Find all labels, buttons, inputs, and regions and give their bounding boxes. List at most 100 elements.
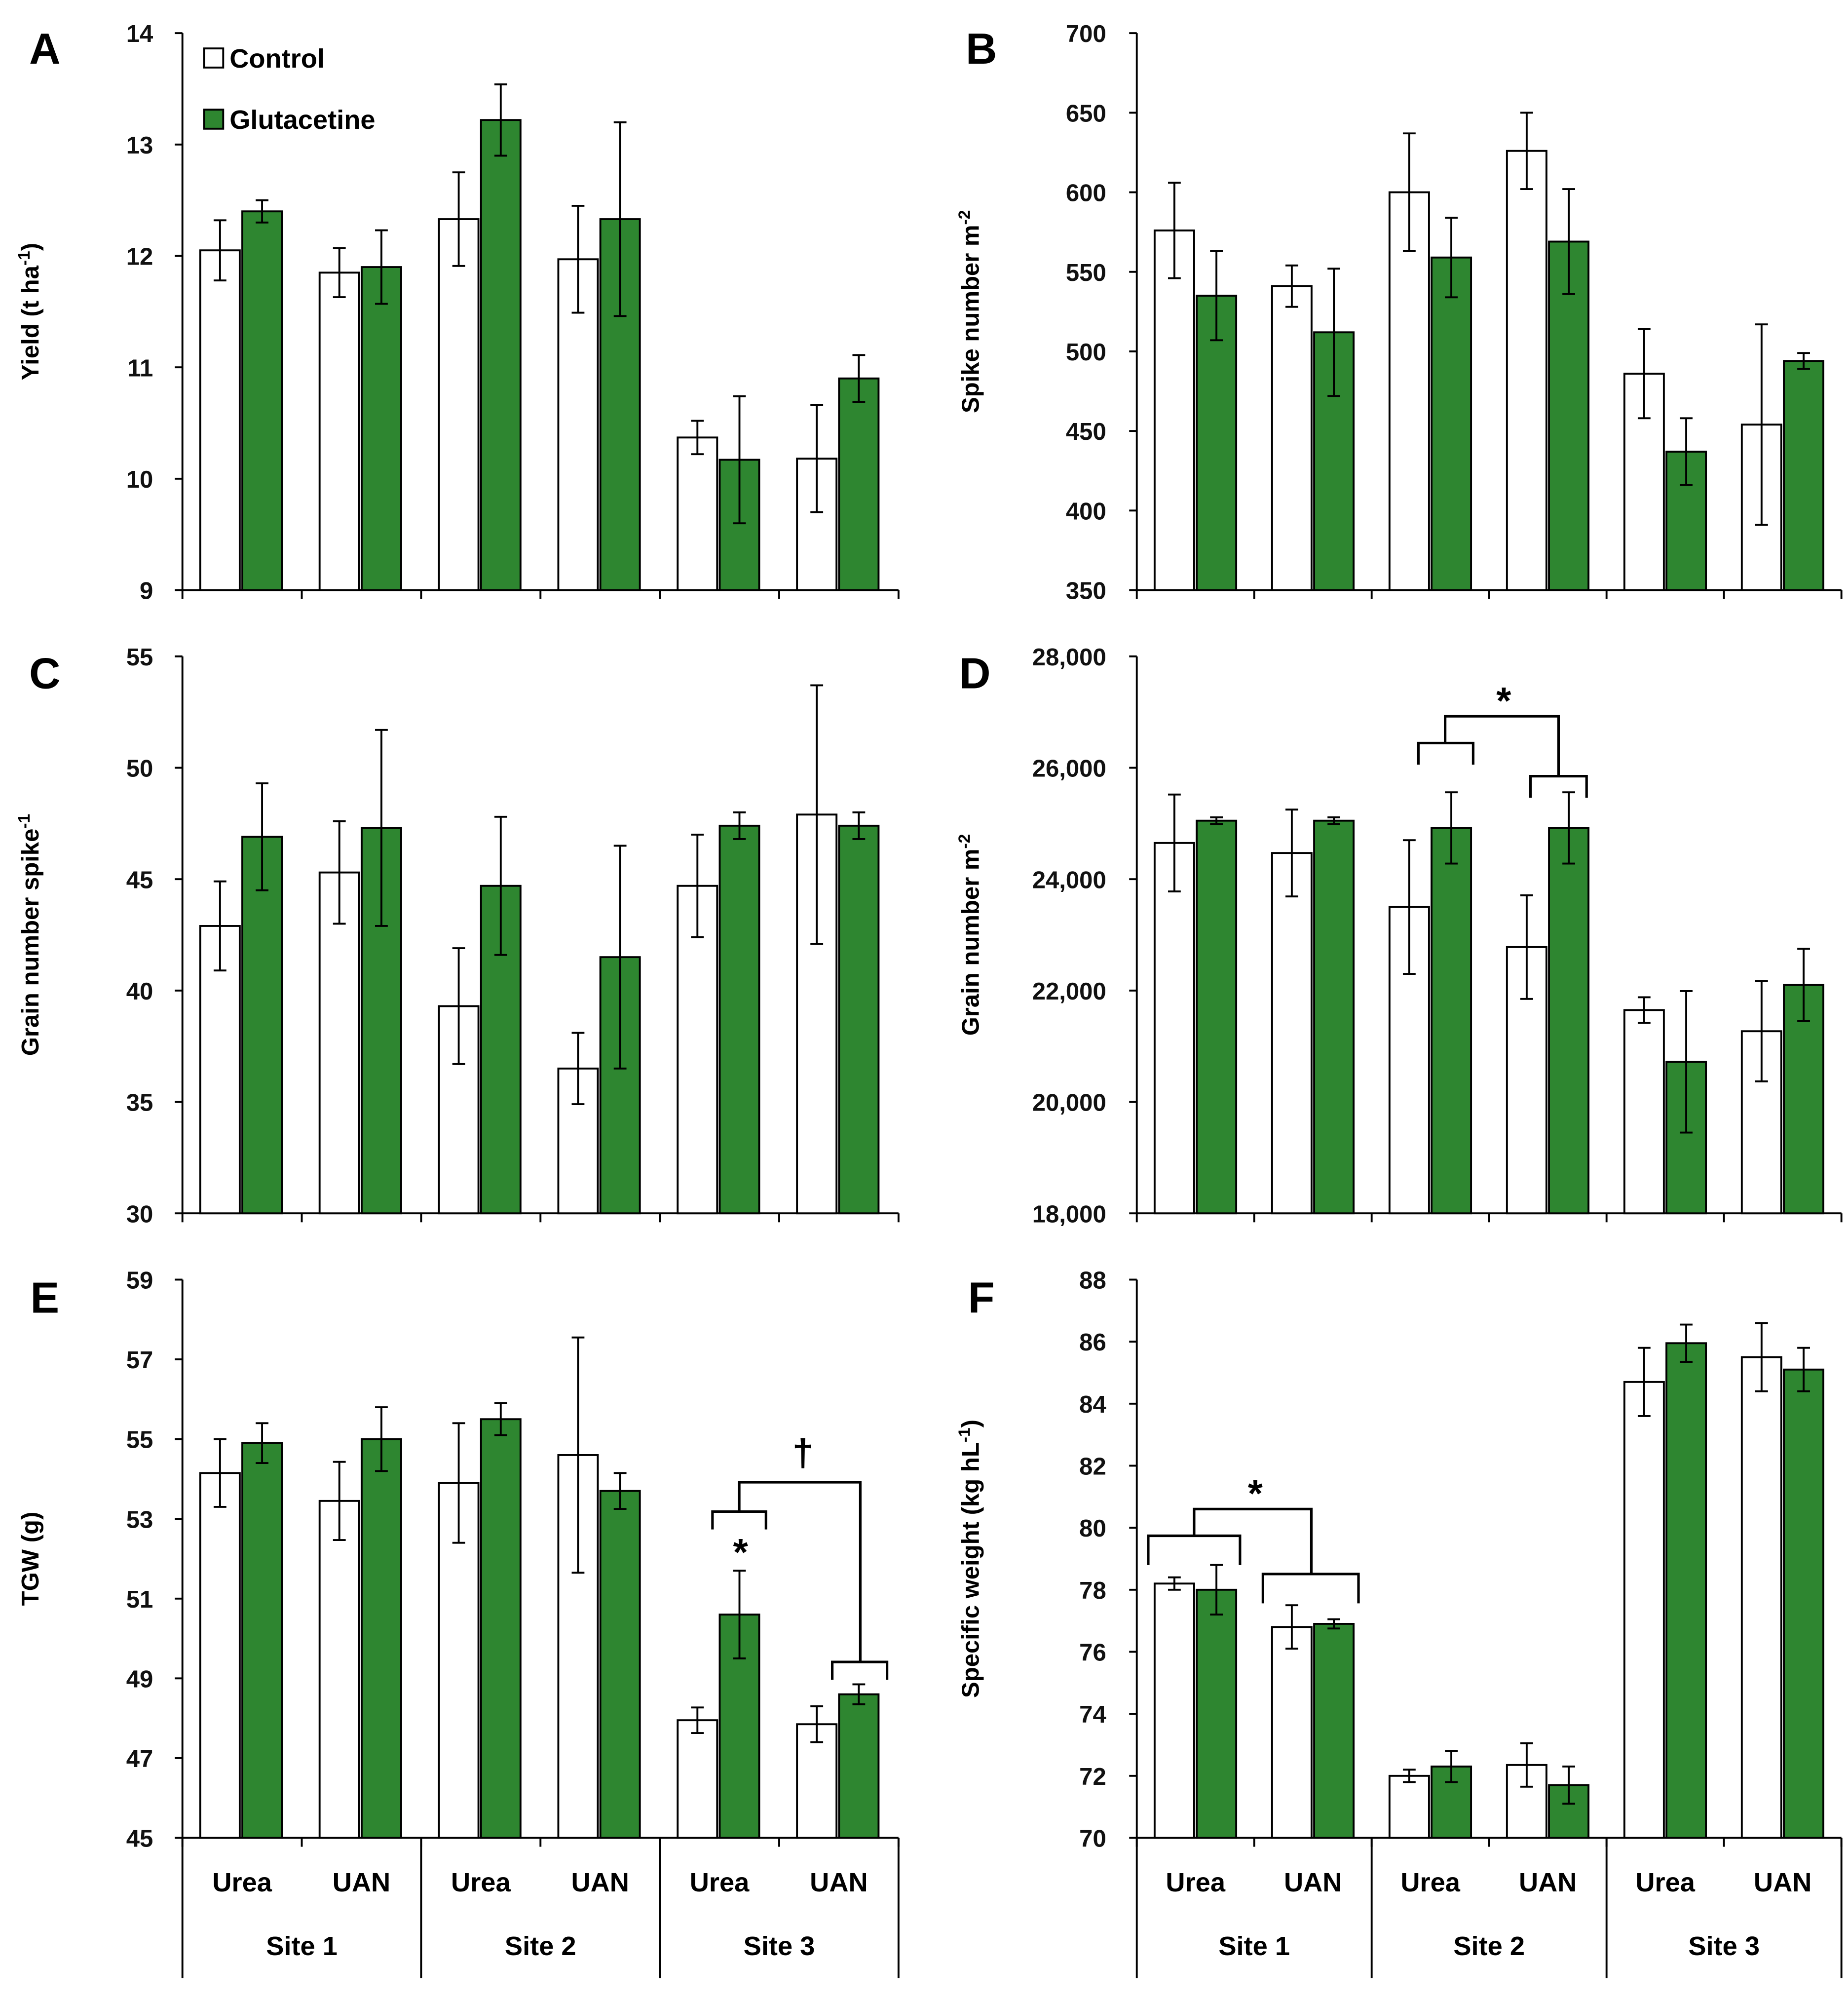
error-bar <box>1680 1323 1693 1363</box>
error-bar <box>1680 417 1693 486</box>
y-tick-label: 10 <box>126 466 153 493</box>
error-bar <box>1327 268 1341 397</box>
error-bar <box>494 815 507 956</box>
error-bar <box>733 395 746 525</box>
bar-glutacetine <box>838 1693 880 1839</box>
y-tick-label: 18,000 <box>1032 1201 1106 1228</box>
panel-letter: D <box>959 649 990 697</box>
error-bar <box>452 1422 465 1544</box>
legend-label: Control <box>229 44 325 74</box>
bar-glutacetine <box>718 824 760 1215</box>
y-tick-label: 78 <box>1079 1578 1106 1604</box>
error-bar <box>852 1683 866 1705</box>
bar-glutacetine <box>360 266 402 591</box>
y-axis-label-end: ) <box>17 243 44 251</box>
y-axis-label: Spike number m-2 <box>955 210 984 413</box>
error-bar <box>375 729 388 927</box>
y-tick-label: 88 <box>1079 1268 1106 1294</box>
error-bar <box>613 121 627 317</box>
bar-control <box>677 1719 718 1839</box>
error-bar <box>1562 188 1575 295</box>
site-label: Site 2 <box>1453 1931 1525 1961</box>
y-tick-label: 74 <box>1079 1701 1106 1728</box>
bar-glutacetine <box>1783 360 1825 591</box>
bar-glutacetine <box>1313 1623 1355 1839</box>
error-bar <box>852 811 866 840</box>
error-bar <box>1755 980 1768 1082</box>
bar-control <box>1271 285 1313 591</box>
bar-control <box>1153 1582 1195 1839</box>
y-tick-label: 22,000 <box>1032 978 1106 1005</box>
error-bar <box>691 420 704 456</box>
error-bar <box>1520 112 1533 191</box>
panel-b: B 350 400 450 500 550 600 650 700 Spike number m-… <box>955 21 1843 605</box>
error-bar <box>810 1705 824 1743</box>
bar-glutacetine <box>1313 819 1355 1215</box>
error-bar <box>333 820 346 925</box>
y-axis-label-text: Grain number spike <box>17 829 44 1056</box>
y-tick-label: 30 <box>126 1201 153 1228</box>
error-bar <box>1285 1604 1298 1650</box>
error-bar <box>1520 1742 1533 1788</box>
y-tick-label: 80 <box>1079 1515 1106 1542</box>
y-tick-label: 72 <box>1079 1764 1106 1790</box>
error-bar <box>256 1422 268 1464</box>
bar-glutacetine <box>1548 1784 1590 1839</box>
y-tick-label: 13 <box>126 132 153 159</box>
y-tick-label: 9 <box>140 578 153 605</box>
y-tick-label: 45 <box>126 1826 153 1852</box>
bar-control <box>1506 150 1547 591</box>
bar-control <box>1153 842 1195 1215</box>
y-axis-label: Yield (t ha-1) <box>15 243 44 381</box>
bar-control <box>1271 852 1313 1215</box>
error-bar <box>1445 791 1458 865</box>
y-tick-label: 82 <box>1079 1454 1106 1480</box>
bar-control <box>1623 1381 1665 1839</box>
y-tick-label: 28,000 <box>1032 644 1106 671</box>
y-tick-label: 40 <box>126 978 153 1005</box>
y-axis-label-text: Yield (t ha <box>17 265 44 380</box>
error-bar <box>1210 816 1223 825</box>
x-tick-label: Urea <box>212 1868 272 1897</box>
error-bar <box>494 83 507 157</box>
panel-a: A 9 10 11 12 13 14 Yield (t ha-1) <box>15 21 900 605</box>
y-tick-label: 53 <box>126 1506 153 1533</box>
bar-glutacetine <box>241 210 283 591</box>
error-bar <box>1210 1564 1223 1616</box>
bar-control <box>1740 1356 1782 1839</box>
error-bar <box>691 1706 704 1734</box>
bar-glutacetine <box>1783 1368 1825 1839</box>
y-tick-label: 11 <box>127 355 153 382</box>
bar-control <box>1153 229 1195 591</box>
error-bar <box>1637 1347 1651 1417</box>
x-tick-label: UAN <box>571 1868 629 1897</box>
bar-glutacetine <box>1431 256 1472 591</box>
error-bar <box>852 354 866 403</box>
error-bar <box>733 1570 746 1659</box>
bar-control <box>677 436 718 591</box>
x-tick-label: Urea <box>1166 1868 1225 1897</box>
bar-glutacetine <box>838 377 880 591</box>
y-axis-label: Grain number spike-1 <box>15 814 44 1056</box>
y-tick-label: 76 <box>1079 1640 1106 1666</box>
y-tick-label: 47 <box>126 1746 153 1772</box>
error-bar <box>1755 1322 1768 1392</box>
y-axis-label-text: TGW (g) <box>17 1512 44 1606</box>
error-bar <box>256 782 268 891</box>
y-tick-label: 59 <box>126 1268 153 1294</box>
y-tick-label: 14 <box>126 21 153 47</box>
significance-marker: * <box>1496 680 1511 722</box>
y-tick-label: 45 <box>126 867 153 893</box>
error-bar <box>1402 132 1416 252</box>
bar-control <box>199 925 241 1215</box>
panel-c: C 30 35 40 45 50 55 Grain number spike-1 <box>15 644 900 1228</box>
y-axis-label-text: Grain number m <box>958 849 984 1036</box>
y-tick-label: 600 <box>1066 180 1106 207</box>
bar-glutacetine <box>1431 827 1472 1215</box>
error-bar <box>1402 1769 1416 1783</box>
error-bar <box>1797 1347 1810 1392</box>
bar-control <box>1388 1774 1430 1839</box>
error-bar <box>1327 1618 1341 1630</box>
legend-swatch <box>203 47 225 69</box>
